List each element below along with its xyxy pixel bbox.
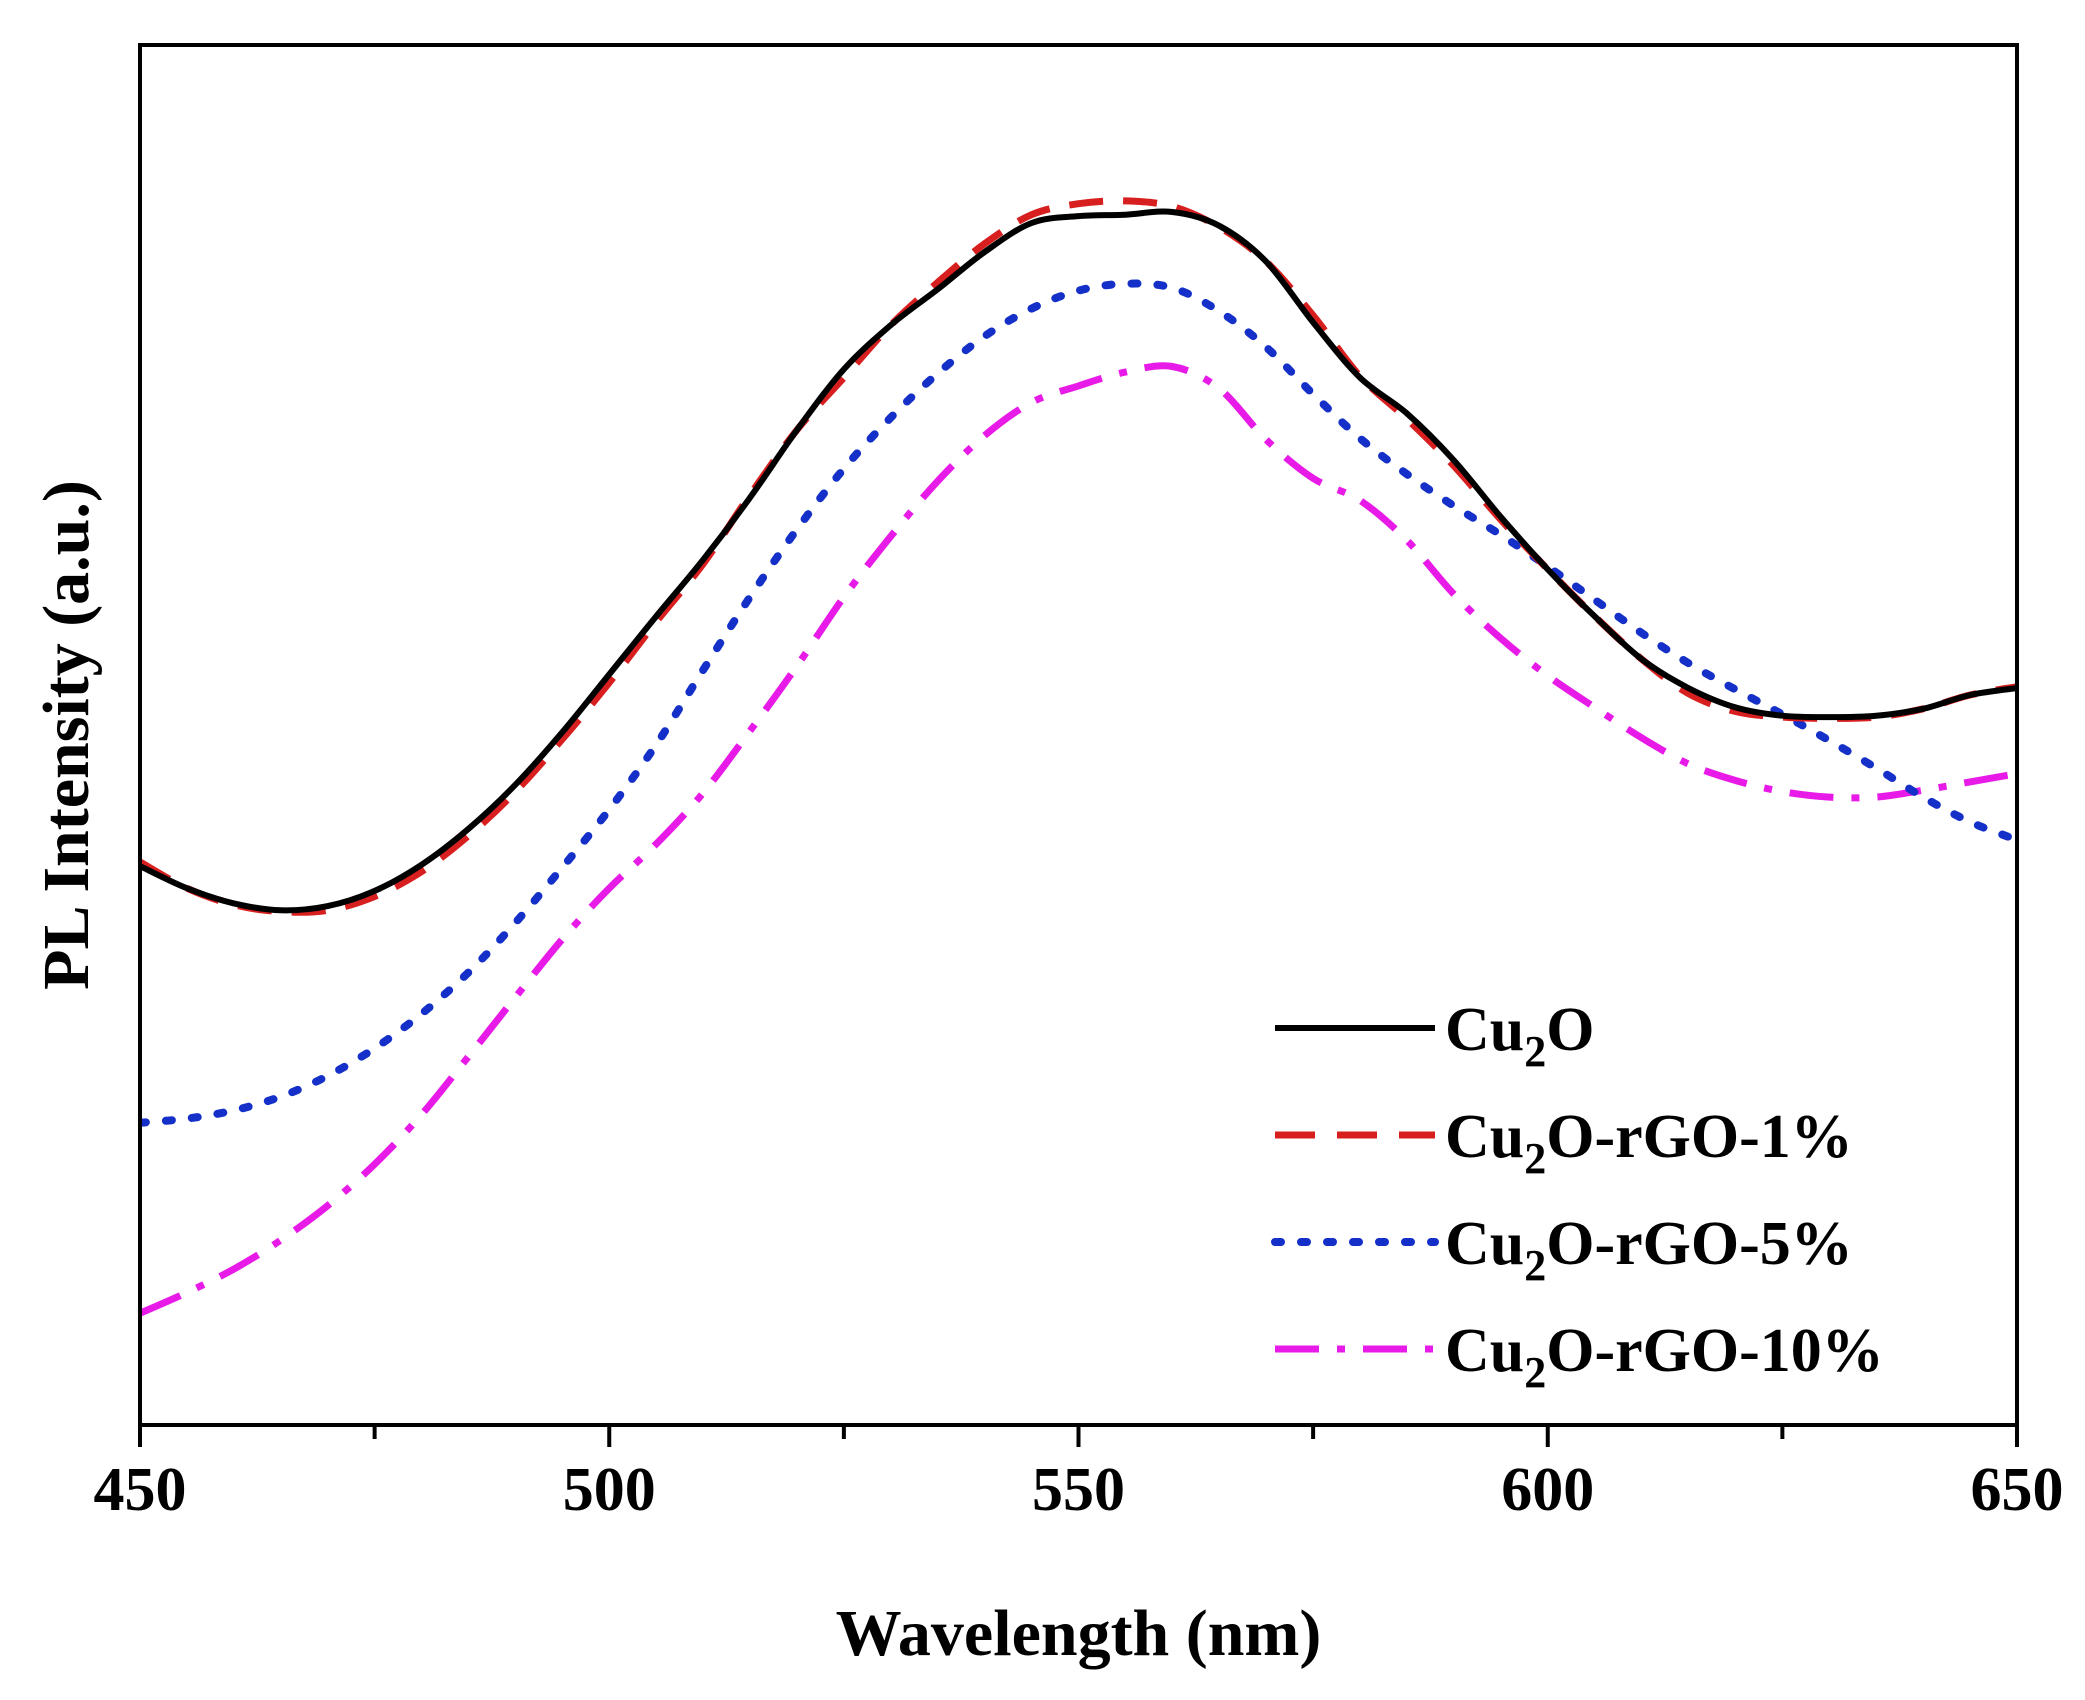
series-line-1 <box>140 208 2017 914</box>
legend-label-1: Cu2O <box>1445 996 1595 1076</box>
legend-label-2: Cu2O-rGO-1% <box>1445 1103 1853 1183</box>
plot-area <box>140 197 2017 1317</box>
x-tick-label: 500 <box>563 1456 656 1524</box>
x-axis-ticks: 450 500 550 600 650 <box>94 1425 2064 1524</box>
y-axis-title: PL Intensity (a.u.) <box>30 480 103 990</box>
legend-label-3: Cu2O-rGO-5% <box>1445 1210 1853 1290</box>
series-line-3 <box>140 279 2017 1127</box>
series-line-4 <box>140 362 2017 1317</box>
x-axis-title: Wavelength (nm) <box>836 1597 1322 1670</box>
x-tick-label: 550 <box>1032 1456 1125 1524</box>
legend: Cu2O Cu2O-rGO-1% Cu2O-rGO-5% Cu2O-rGO-10% <box>1271 996 1884 1397</box>
x-tick-label: 650 <box>1971 1456 2064 1524</box>
x-tick-label: 450 <box>94 1456 187 1524</box>
legend-label-4: Cu2O-rGO-10% <box>1445 1317 1884 1397</box>
x-tick-label: 600 <box>1501 1456 1594 1524</box>
series-line-2 <box>140 197 2017 916</box>
